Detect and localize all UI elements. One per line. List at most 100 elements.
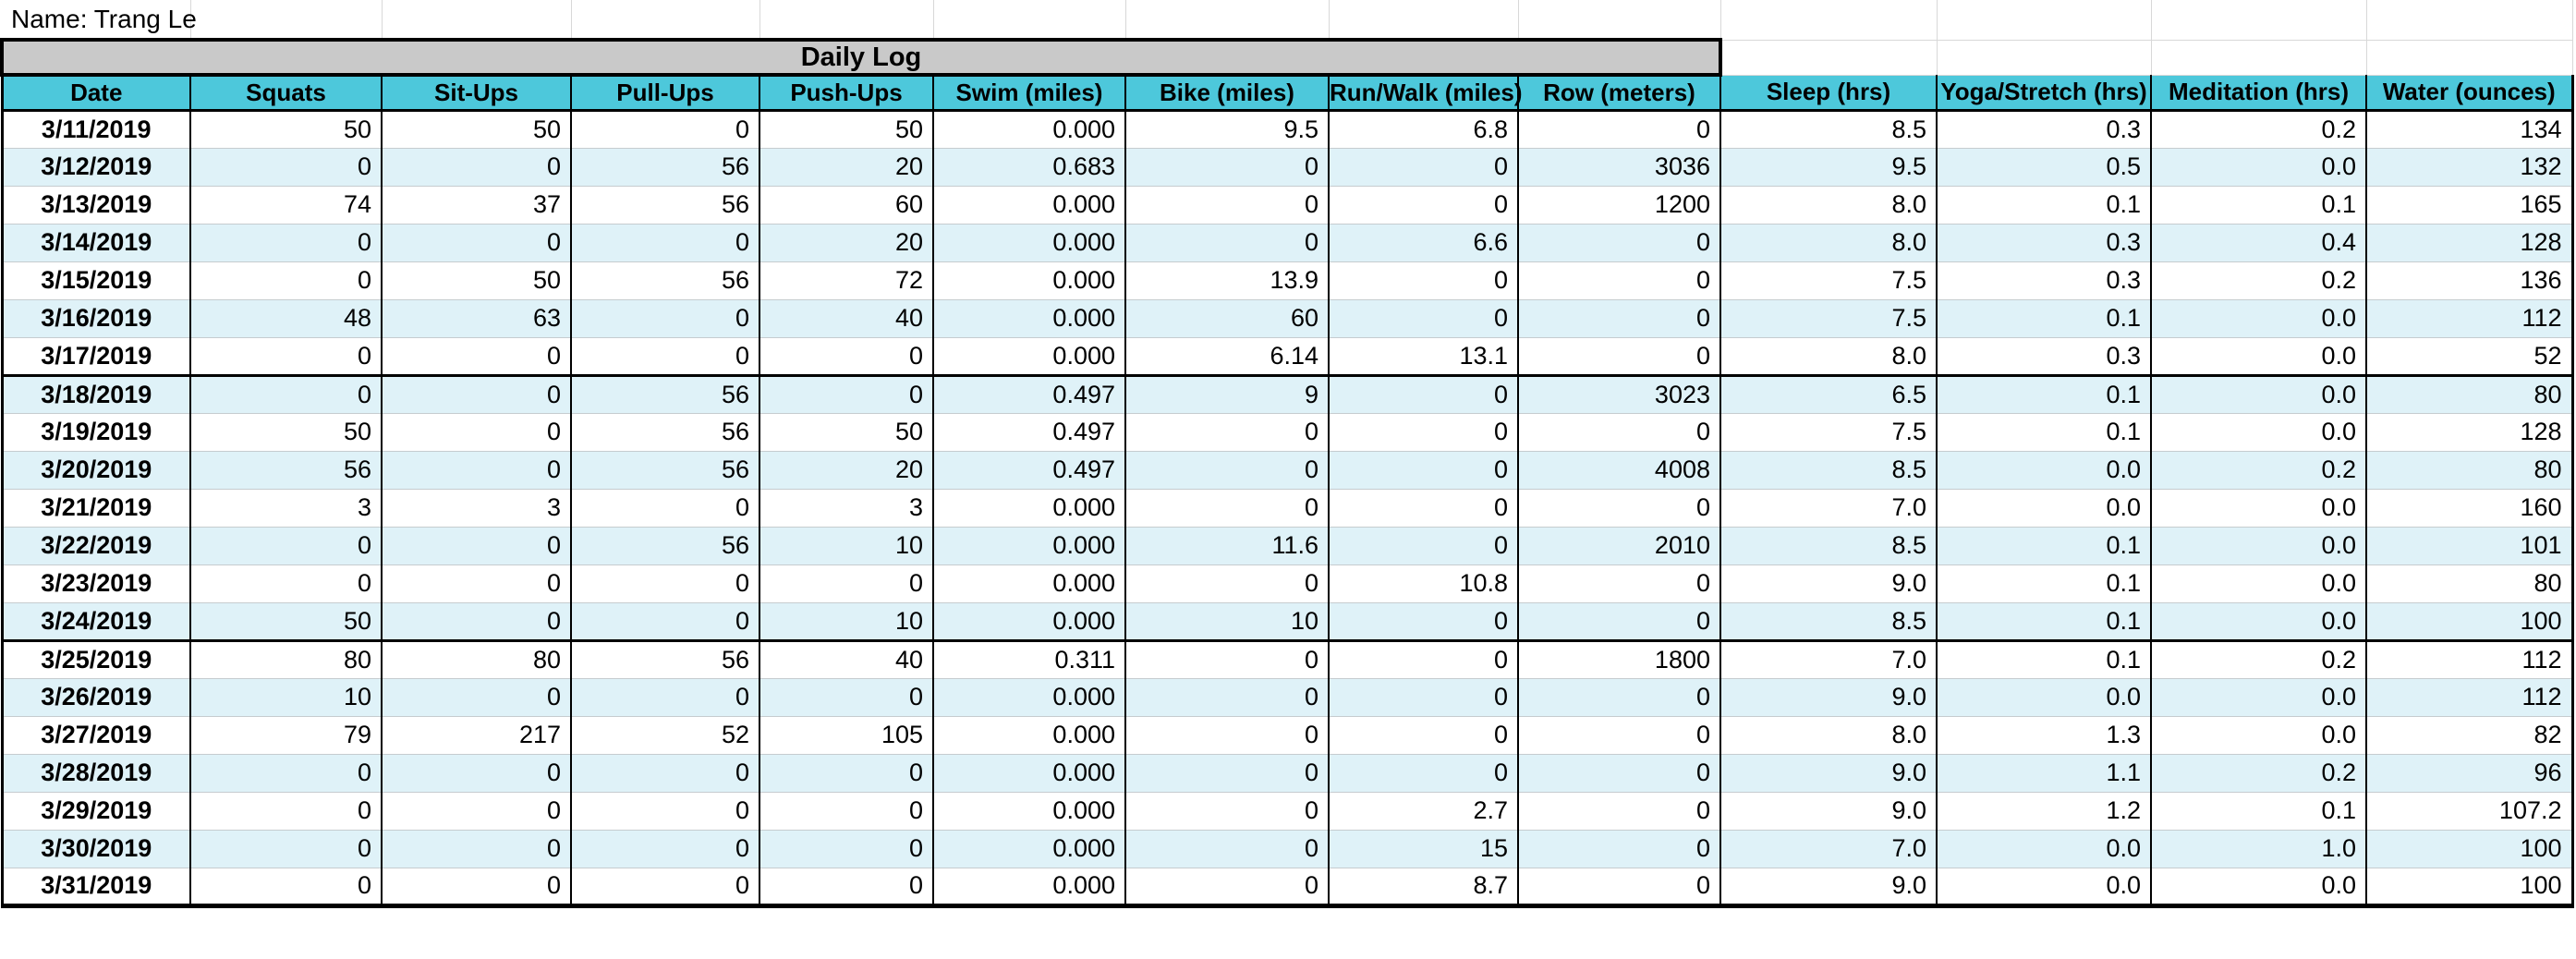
empty-cell[interactable] [1720,0,1938,41]
empty-cell[interactable] [2151,40,2367,76]
value-cell[interactable]: 0.2 [2150,640,2367,679]
value-cell[interactable]: 0 [759,868,934,908]
value-cell[interactable]: 0.000 [932,868,1126,908]
value-cell[interactable]: 0 [570,564,760,603]
value-cell[interactable]: 80 [381,640,572,679]
value-cell[interactable]: 0 [1328,451,1519,490]
empty-cell[interactable] [933,0,1126,41]
value-cell[interactable]: 0 [189,754,383,793]
value-cell[interactable]: 0.0 [1936,868,2152,908]
value-cell[interactable]: 80 [2365,375,2574,414]
value-cell[interactable]: 0.0 [2150,564,2367,603]
value-cell[interactable]: 0 [189,868,383,908]
value-cell[interactable]: 0 [1517,413,1721,452]
value-cell[interactable]: 100 [2365,830,2574,868]
date-cell[interactable]: 3/30/2019 [0,830,191,868]
value-cell[interactable]: 0.1 [1936,640,2152,679]
value-cell[interactable]: 0 [1124,678,1330,717]
date-cell[interactable]: 3/28/2019 [0,754,191,793]
value-cell[interactable]: 0.1 [2150,186,2367,225]
value-cell[interactable]: 7.5 [1719,261,1938,300]
date-cell[interactable]: 3/16/2019 [0,299,191,338]
value-cell[interactable]: 0.1 [1936,602,2152,642]
value-cell[interactable]: 8.5 [1719,527,1938,565]
value-cell[interactable]: 0.000 [932,527,1126,565]
date-cell[interactable]: 3/15/2019 [0,261,191,300]
value-cell[interactable]: 96 [2365,754,2574,793]
value-cell[interactable]: 56 [570,148,760,187]
value-cell[interactable]: 0 [1517,602,1721,642]
value-cell[interactable]: 20 [759,148,934,187]
value-cell[interactable]: 0 [1124,413,1330,452]
value-cell[interactable]: 13.9 [1124,261,1330,300]
column-header-push-ups[interactable]: Push-Ups [759,74,934,112]
value-cell[interactable]: 0 [570,792,760,831]
column-header-sit-ups[interactable]: Sit-Ups [381,74,572,112]
value-cell[interactable]: 100 [2365,868,2574,908]
value-cell[interactable]: 0 [381,792,572,831]
value-cell[interactable]: 50 [759,413,934,452]
value-cell[interactable]: 0 [1328,678,1519,717]
value-cell[interactable]: 0 [189,792,383,831]
value-cell[interactable]: 3 [189,489,383,528]
value-cell[interactable]: 134 [2365,110,2574,149]
value-cell[interactable]: 9.0 [1719,564,1938,603]
value-cell[interactable]: 0 [1124,754,1330,793]
value-cell[interactable]: 0 [1328,754,1519,793]
value-cell[interactable]: 48 [189,299,383,338]
value-cell[interactable]: 50 [381,110,572,149]
date-cell[interactable]: 3/27/2019 [0,716,191,755]
value-cell[interactable]: 82 [2365,716,2574,755]
value-cell[interactable]: 0.0 [2150,337,2367,377]
date-cell[interactable]: 3/21/2019 [0,489,191,528]
date-cell[interactable]: 3/12/2019 [0,148,191,187]
value-cell[interactable]: 0 [1124,224,1330,262]
date-cell[interactable]: 3/22/2019 [0,527,191,565]
value-cell[interactable]: 0.5 [1936,148,2152,187]
column-header-pull-ups[interactable]: Pull-Ups [570,74,760,112]
value-cell[interactable]: 2.7 [1328,792,1519,831]
value-cell[interactable]: 4008 [1517,451,1721,490]
value-cell[interactable]: 0.000 [932,337,1126,377]
value-cell[interactable]: 0 [381,224,572,262]
value-cell[interactable]: 0 [570,337,760,377]
value-cell[interactable]: 136 [2365,261,2574,300]
value-cell[interactable]: 80 [2365,564,2574,603]
value-cell[interactable]: 0 [570,678,760,717]
value-cell[interactable]: 6.14 [1124,337,1330,377]
value-cell[interactable]: 0 [381,527,572,565]
value-cell[interactable]: 0.000 [932,299,1126,338]
value-cell[interactable]: 0.0 [1936,678,2152,717]
value-cell[interactable]: 128 [2365,224,2574,262]
value-cell[interactable]: 7.5 [1719,299,1938,338]
value-cell[interactable]: 132 [2365,148,2574,187]
value-cell[interactable]: 8.5 [1719,110,1938,149]
value-cell[interactable]: 3 [759,489,934,528]
date-cell[interactable]: 3/25/2019 [0,640,191,679]
column-header-swim-miles[interactable]: Swim (miles) [932,74,1126,112]
value-cell[interactable]: 0 [189,261,383,300]
value-cell[interactable]: 74 [189,186,383,225]
date-cell[interactable]: 3/14/2019 [0,224,191,262]
value-cell[interactable]: 0.1 [1936,413,2152,452]
value-cell[interactable]: 0.000 [932,754,1126,793]
value-cell[interactable]: 0.3 [1936,337,2152,377]
value-cell[interactable]: 112 [2365,678,2574,717]
date-cell[interactable]: 3/13/2019 [0,186,191,225]
column-header-run-walk-miles[interactable]: Run/Walk (miles) [1328,74,1523,112]
column-header-water-ounces[interactable]: Water (ounces) [2365,74,2574,112]
value-cell[interactable]: 0 [759,564,934,603]
empty-cell[interactable] [1937,0,2152,41]
value-cell[interactable]: 8.0 [1719,716,1938,755]
value-cell[interactable]: 0 [1328,527,1519,565]
value-cell[interactable]: 0.000 [932,224,1126,262]
value-cell[interactable]: 0 [759,792,934,831]
value-cell[interactable]: 112 [2365,640,2574,679]
name-cell[interactable]: Name: Trang Le [2,0,197,41]
value-cell[interactable]: 0 [1124,451,1330,490]
value-cell[interactable]: 0 [381,602,572,642]
value-cell[interactable]: 0.0 [2150,678,2367,717]
value-cell[interactable]: 101 [2365,527,2574,565]
value-cell[interactable]: 10.8 [1328,564,1519,603]
value-cell[interactable]: 9.0 [1719,678,1938,717]
